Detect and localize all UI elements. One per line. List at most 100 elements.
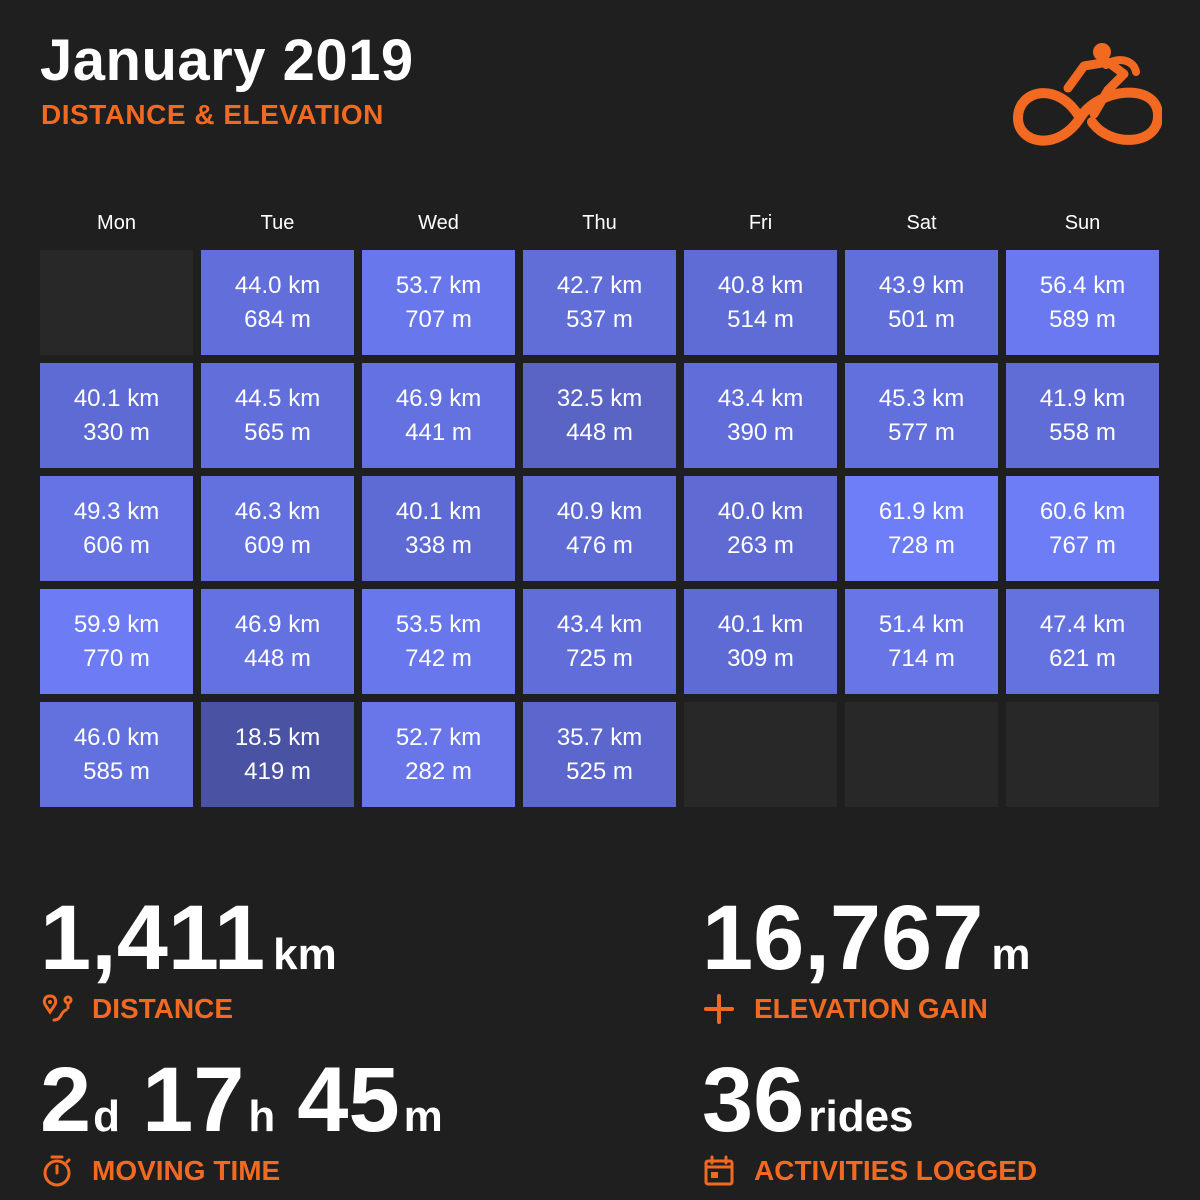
stopwatch-icon <box>43 1155 71 1187</box>
day-distance: 40.1 km <box>717 610 804 638</box>
moving-time-minutes-unit: m <box>403 1092 443 1141</box>
day-elevation: 448 m <box>566 418 633 446</box>
day-distance: 40.1 km <box>395 497 482 525</box>
day-distance: 18.5 km <box>234 723 321 751</box>
calendar-day-cell: 35.7 km 525 m <box>523 702 676 807</box>
calendar-day-cell: 44.5 km 565 m <box>201 363 354 468</box>
elevation-label: ELEVATION GAIN <box>754 993 988 1024</box>
calendar-day-cell: 46.3 km 609 m <box>201 476 354 581</box>
weekday-thu: Thu <box>582 212 617 234</box>
day-elevation: 448 m <box>244 644 311 672</box>
day-distance: 46.0 km <box>73 723 160 751</box>
day-distance: 52.7 km <box>395 723 482 751</box>
calendar-day-cell: 40.8 km 514 m <box>684 250 837 355</box>
moving-time-label: MOVING TIME <box>92 1155 281 1186</box>
day-distance: 43.4 km <box>556 610 643 638</box>
day-distance: 46.9 km <box>395 384 482 412</box>
day-distance: 43.4 km <box>717 384 804 412</box>
cyclist-icon <box>1013 43 1162 146</box>
calendar-day-cell: 18.5 km 419 m <box>201 702 354 807</box>
day-distance: 41.9 km <box>1039 384 1126 412</box>
day-distance: 42.7 km <box>556 271 643 299</box>
day-distance: 46.9 km <box>234 610 321 638</box>
calendar-empty-cell <box>684 702 837 807</box>
day-elevation: 537 m <box>566 305 633 333</box>
activities-stat: 36 rides ACTIVITIES LOGGED <box>702 1050 1037 1188</box>
page-subtitle: DISTANCE & ELEVATION <box>41 99 384 130</box>
day-elevation: 725 m <box>566 644 633 672</box>
moving-time-hours-unit: h <box>248 1092 276 1141</box>
day-distance: 46.3 km <box>234 497 321 525</box>
calendar-day-cell: 40.1 km 330 m <box>40 363 193 468</box>
day-elevation: 501 m <box>888 305 955 333</box>
day-elevation: 514 m <box>727 305 794 333</box>
day-elevation: 441 m <box>405 418 472 446</box>
elevation-stat: 16,767 m ELEVATION GAIN <box>702 888 1031 1026</box>
day-elevation: 419 m <box>244 757 311 785</box>
calendar-day-cell: 59.9 km 770 m <box>40 589 193 694</box>
elevation-unit: m <box>991 930 1031 979</box>
day-elevation: 330 m <box>83 418 150 446</box>
day-elevation: 707 m <box>405 305 472 333</box>
distance-value: 1,411 <box>40 887 266 989</box>
weekday-mon: Mon <box>97 212 136 234</box>
day-distance: 60.6 km <box>1039 497 1126 525</box>
calendar-day-cell: 32.5 km 448 m <box>523 363 676 468</box>
calendar-day-cell: 52.7 km 282 m <box>362 702 515 807</box>
day-elevation: 558 m <box>1049 418 1116 446</box>
day-elevation: 589 m <box>1049 305 1116 333</box>
calendar-day-cell: 46.0 km 585 m <box>40 702 193 807</box>
day-elevation: 577 m <box>888 418 955 446</box>
day-distance: 51.4 km <box>878 610 965 638</box>
moving-time-minutes: 45 <box>297 1049 400 1151</box>
activities-unit: rides <box>808 1092 914 1141</box>
calendar-day-cell: 43.4 km 725 m <box>523 589 676 694</box>
calendar-day-cell: 51.4 km 714 m <box>845 589 998 694</box>
calendar-day-cell: 46.9 km 448 m <box>201 589 354 694</box>
distance-stat: 1,411 km DISTANCE <box>40 888 337 1026</box>
weekday-sun: Sun <box>1064 212 1101 234</box>
day-elevation: 565 m <box>244 418 311 446</box>
calendar-day-cell: 61.9 km 728 m <box>845 476 998 581</box>
calendar-day-cell: 60.6 km 767 m <box>1006 476 1159 581</box>
distance-unit: km <box>273 930 337 979</box>
day-distance: 53.7 km <box>395 271 482 299</box>
weekday-sat: Sat <box>906 212 937 234</box>
elevation-value: 16,767 <box>702 887 984 989</box>
day-elevation: 263 m <box>727 531 794 559</box>
day-distance: 47.4 km <box>1039 610 1126 638</box>
calendar-grid: 44.0 km 684 m 53.7 km 707 m 42.7 km 537 m 40.8… <box>40 250 1159 807</box>
weekday-header-row: Mon Tue Wed Thu Fri Sat Sun <box>40 212 1160 235</box>
day-elevation: 309 m <box>727 644 794 672</box>
day-elevation: 742 m <box>405 644 472 672</box>
day-elevation: 338 m <box>405 531 472 559</box>
day-distance: 35.7 km <box>556 723 643 751</box>
day-distance: 56.4 km <box>1039 271 1126 299</box>
day-elevation: 728 m <box>888 531 955 559</box>
route-icon <box>42 994 73 1022</box>
day-elevation: 476 m <box>566 531 633 559</box>
calendar-day-cell: 53.7 km 707 m <box>362 250 515 355</box>
weekday-wed: Wed <box>418 212 459 234</box>
day-distance: 53.5 km <box>395 610 482 638</box>
day-distance: 49.3 km <box>73 497 160 525</box>
day-distance: 59.9 km <box>73 610 160 638</box>
day-distance: 44.5 km <box>234 384 321 412</box>
calendar-day-cell: 45.3 km 577 m <box>845 363 998 468</box>
calendar-day-cell: 40.1 km 309 m <box>684 589 837 694</box>
moving-time-hours: 17 <box>142 1049 245 1151</box>
day-distance: 43.9 km <box>878 271 965 299</box>
calendar-icon <box>704 1155 734 1186</box>
calendar-day-cell: 42.7 km 537 m <box>523 250 676 355</box>
day-elevation: 621 m <box>1049 644 1116 672</box>
calendar-day-cell: 40.9 km 476 m <box>523 476 676 581</box>
calendar-empty-cell <box>1006 702 1159 807</box>
distance-label: DISTANCE <box>92 993 234 1024</box>
calendar-day-cell: 47.4 km 621 m <box>1006 589 1159 694</box>
calendar-day-cell: 44.0 km 684 m <box>201 250 354 355</box>
moving-time-stat: 2 d 17 h 45 m MOVING TIME <box>40 1050 443 1188</box>
moving-time-days: 2 <box>40 1049 92 1151</box>
day-distance: 45.3 km <box>878 384 965 412</box>
calendar-day-cell: 41.9 km 558 m <box>1006 363 1159 468</box>
weekday-tue: Tue <box>260 212 295 234</box>
